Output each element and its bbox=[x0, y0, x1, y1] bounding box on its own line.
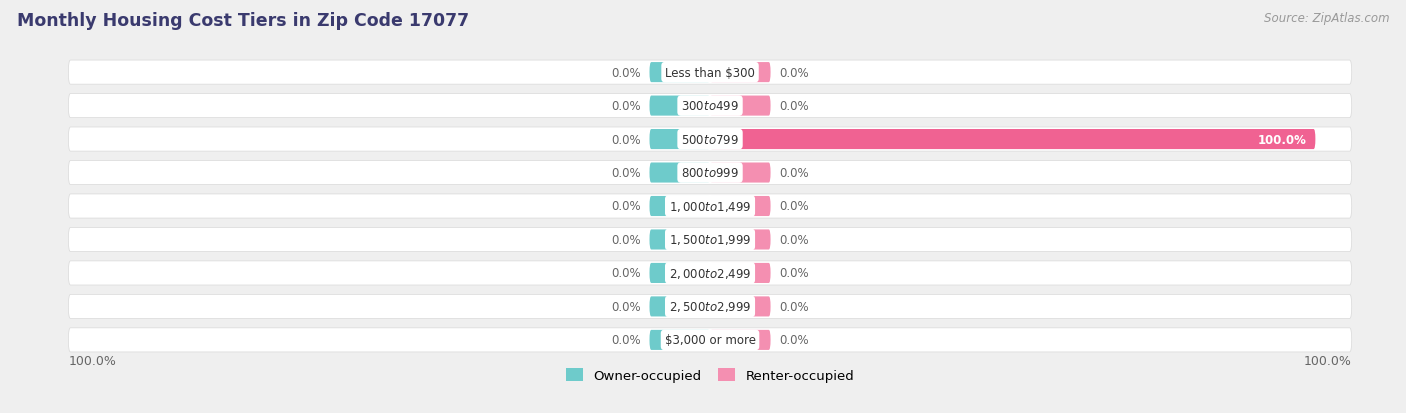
FancyBboxPatch shape bbox=[650, 130, 710, 150]
FancyBboxPatch shape bbox=[710, 163, 770, 183]
Text: 0.0%: 0.0% bbox=[780, 233, 810, 247]
Text: $1,500 to $1,999: $1,500 to $1,999 bbox=[669, 233, 751, 247]
FancyBboxPatch shape bbox=[710, 297, 770, 317]
FancyBboxPatch shape bbox=[710, 63, 770, 83]
FancyBboxPatch shape bbox=[650, 96, 710, 116]
FancyBboxPatch shape bbox=[710, 197, 770, 216]
Text: 0.0%: 0.0% bbox=[780, 267, 810, 280]
Text: 0.0%: 0.0% bbox=[780, 166, 810, 180]
FancyBboxPatch shape bbox=[710, 263, 770, 283]
FancyBboxPatch shape bbox=[650, 297, 710, 317]
Text: 0.0%: 0.0% bbox=[610, 334, 640, 347]
FancyBboxPatch shape bbox=[650, 197, 710, 216]
FancyBboxPatch shape bbox=[710, 230, 770, 250]
Legend: Owner-occupied, Renter-occupied: Owner-occupied, Renter-occupied bbox=[567, 368, 853, 382]
FancyBboxPatch shape bbox=[69, 195, 1351, 218]
FancyBboxPatch shape bbox=[650, 330, 710, 350]
FancyBboxPatch shape bbox=[650, 230, 710, 250]
Text: 0.0%: 0.0% bbox=[610, 166, 640, 180]
FancyBboxPatch shape bbox=[69, 228, 1351, 252]
FancyBboxPatch shape bbox=[69, 128, 1351, 152]
Text: 100.0%: 100.0% bbox=[69, 354, 117, 367]
Text: 0.0%: 0.0% bbox=[610, 300, 640, 313]
FancyBboxPatch shape bbox=[69, 94, 1351, 119]
Text: 0.0%: 0.0% bbox=[610, 100, 640, 113]
Text: 0.0%: 0.0% bbox=[610, 133, 640, 146]
FancyBboxPatch shape bbox=[69, 261, 1351, 285]
Text: 0.0%: 0.0% bbox=[610, 267, 640, 280]
Text: 0.0%: 0.0% bbox=[610, 233, 640, 247]
Text: 0.0%: 0.0% bbox=[780, 334, 810, 347]
Text: 0.0%: 0.0% bbox=[780, 100, 810, 113]
Text: $1,000 to $1,499: $1,000 to $1,499 bbox=[669, 199, 751, 214]
Text: Source: ZipAtlas.com: Source: ZipAtlas.com bbox=[1264, 12, 1389, 25]
Text: 0.0%: 0.0% bbox=[780, 300, 810, 313]
FancyBboxPatch shape bbox=[710, 130, 1316, 150]
Text: $2,500 to $2,999: $2,500 to $2,999 bbox=[669, 300, 751, 313]
Text: 0.0%: 0.0% bbox=[610, 66, 640, 79]
Text: 100.0%: 100.0% bbox=[1257, 133, 1306, 146]
Text: 100.0%: 100.0% bbox=[1303, 354, 1351, 367]
Text: Monthly Housing Cost Tiers in Zip Code 17077: Monthly Housing Cost Tiers in Zip Code 1… bbox=[17, 12, 470, 30]
FancyBboxPatch shape bbox=[650, 163, 710, 183]
FancyBboxPatch shape bbox=[69, 61, 1351, 85]
Text: $3,000 or more: $3,000 or more bbox=[665, 334, 755, 347]
Text: $800 to $999: $800 to $999 bbox=[681, 166, 740, 180]
FancyBboxPatch shape bbox=[69, 294, 1351, 319]
FancyBboxPatch shape bbox=[650, 263, 710, 283]
Text: $300 to $499: $300 to $499 bbox=[681, 100, 740, 113]
FancyBboxPatch shape bbox=[710, 330, 770, 350]
FancyBboxPatch shape bbox=[69, 161, 1351, 185]
Text: Less than $300: Less than $300 bbox=[665, 66, 755, 79]
Text: $500 to $799: $500 to $799 bbox=[681, 133, 740, 146]
FancyBboxPatch shape bbox=[650, 63, 710, 83]
Text: 0.0%: 0.0% bbox=[610, 200, 640, 213]
Text: $2,000 to $2,499: $2,000 to $2,499 bbox=[669, 266, 751, 280]
Text: 0.0%: 0.0% bbox=[780, 66, 810, 79]
Text: 0.0%: 0.0% bbox=[780, 200, 810, 213]
FancyBboxPatch shape bbox=[69, 328, 1351, 352]
FancyBboxPatch shape bbox=[710, 96, 770, 116]
